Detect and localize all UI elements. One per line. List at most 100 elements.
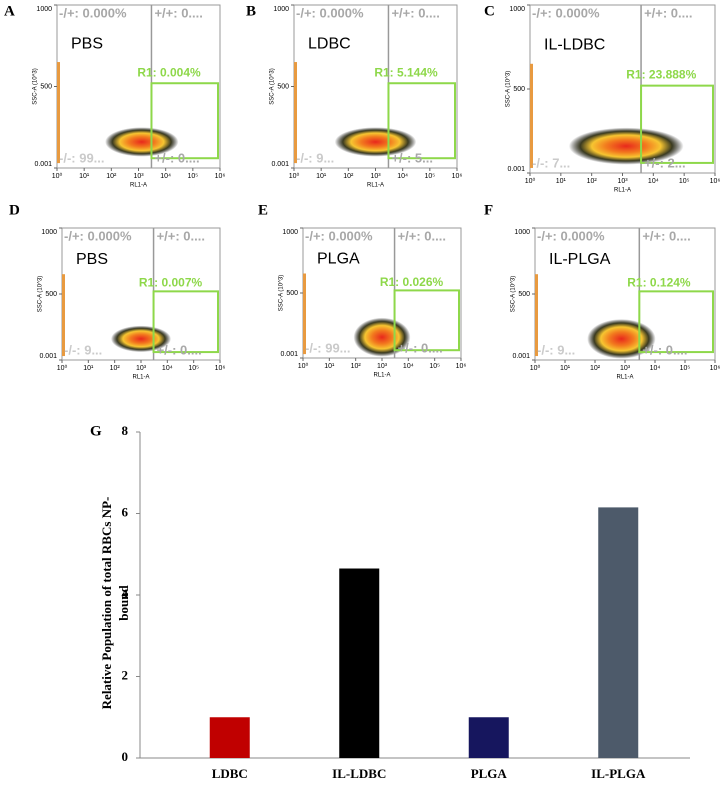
quadrant-label: -/+: 0.000% <box>296 5 364 20</box>
x-tick-label: 10³ <box>136 365 147 372</box>
x-tick-label: 10⁶ <box>215 173 226 180</box>
x-tick-label: 10³ <box>377 363 388 370</box>
y-tick-label: 0.001 <box>39 353 57 360</box>
y-tick-label: 0.001 <box>512 353 530 360</box>
quadrant-label: -/-: 99... <box>59 150 105 165</box>
x-tick-label: 10⁵ <box>680 365 691 372</box>
y-tick-label: 500 <box>513 86 525 93</box>
gate-label: R1: 0.026% <box>380 275 444 289</box>
y-tick-label: 0.001 <box>34 161 52 168</box>
sample-label: IL-LDBC <box>544 37 605 54</box>
x-tick-label: 10⁰ <box>289 172 300 180</box>
x-tick-label: 10² <box>110 365 121 372</box>
panel-label: G <box>90 423 102 439</box>
x-tick-label: 10² <box>106 173 117 180</box>
quadrant-label: +/-: 2... <box>644 155 686 170</box>
x-tick-label: 10⁴ <box>650 365 661 372</box>
gate-region <box>640 84 715 164</box>
y-tick-label: 1000 <box>509 6 525 13</box>
bar <box>598 507 639 758</box>
y-tick-label: 500 <box>286 290 298 297</box>
panel-label: A <box>4 3 15 19</box>
y-tick-label: 4 <box>122 586 129 601</box>
axis-edge <box>294 62 297 164</box>
y-axis-label: SSC-A (10^3) <box>506 71 512 108</box>
x-tick-label: PLGA <box>471 766 508 781</box>
quadrant-label: -/+: 0.000% <box>532 5 600 20</box>
quadrant-label: +/-: 0.... <box>398 340 443 355</box>
y-tick-label: 0 <box>122 749 129 764</box>
panel-label: E <box>258 202 268 218</box>
x-tick-label: 10⁶ <box>452 173 463 180</box>
x-axis-label: RL1-A <box>614 188 631 194</box>
gate-label: R1: 5.144% <box>374 66 438 80</box>
gate-label: R1: 0.004% <box>137 66 201 80</box>
x-tick-label: 10¹ <box>83 365 94 372</box>
density-cloud <box>568 127 684 165</box>
x-tick-label: 10³ <box>133 173 144 180</box>
x-tick-label: 10¹ <box>79 173 90 180</box>
x-tick-label: 10⁴ <box>160 173 171 180</box>
x-tick-label: 10¹ <box>324 363 335 370</box>
quadrant-label: -/-: 7... <box>532 155 570 170</box>
x-tick-label: 10⁵ <box>188 365 199 372</box>
x-tick-label: 10⁰ <box>298 362 309 370</box>
x-tick-label: 10⁵ <box>679 178 690 185</box>
axis-edge <box>62 274 65 357</box>
bar <box>468 717 509 758</box>
quadrant-label: -/-: 99... <box>305 340 351 355</box>
gate-region <box>150 82 219 160</box>
x-tick-label: 10³ <box>370 173 381 180</box>
x-tick-label: 10⁴ <box>397 173 408 180</box>
y-tick-label: 1000 <box>41 229 57 236</box>
x-tick-label: 10⁴ <box>403 363 414 370</box>
x-tick-label: 10¹ <box>316 173 327 180</box>
x-axis-label: RL1-A <box>616 375 633 381</box>
quadrant-label: -/-: 9... <box>296 150 334 165</box>
x-tick-label: 10⁴ <box>648 178 659 185</box>
density-cloud <box>105 127 179 157</box>
y-axis-label: SSC-A (10^3) <box>511 276 517 313</box>
bar <box>339 568 380 758</box>
y-axis-label: SSC-A (10^3) <box>33 68 39 105</box>
panel-label: B <box>246 3 256 19</box>
y-tick-label: 500 <box>40 83 52 90</box>
quadrant-label: -/-: 9... <box>537 342 575 357</box>
quadrant-label: -/-: 9... <box>64 342 102 357</box>
y-tick-label: 0.001 <box>271 161 289 168</box>
quadrant-label: +/-: 5... <box>391 150 433 165</box>
x-tick-label: 10² <box>351 363 362 370</box>
x-tick-label: 10³ <box>620 365 631 372</box>
x-tick-label: 10⁶ <box>710 365 721 372</box>
x-tick-label: 10⁰ <box>525 177 536 185</box>
panel-label: F <box>484 202 493 218</box>
x-tick-label: 10⁶ <box>215 365 226 372</box>
quadrant-label: +/-: 0.... <box>642 342 687 357</box>
x-tick-label: IL-PLGA <box>591 766 646 781</box>
x-tick-label: LDBC <box>212 766 248 781</box>
quadrant-label: -/+: 0.000% <box>305 228 373 243</box>
x-tick-label: 10⁵ <box>429 363 440 370</box>
x-tick-label: 10⁶ <box>710 178 721 185</box>
x-tick-label: 10¹ <box>560 365 571 372</box>
y-tick-label: 0.001 <box>507 166 525 173</box>
bar <box>209 717 250 758</box>
x-tick-label: 10² <box>343 173 354 180</box>
quadrant-label: +/+: 0.... <box>642 228 690 243</box>
y-axis-label: Relative Population of total RBCs NP- <box>99 497 114 710</box>
x-axis-label: RL1-A <box>130 183 147 189</box>
quadrant-label: -/+: 0.000% <box>64 228 132 243</box>
sample-label: LDBC <box>308 35 351 52</box>
quadrant-label: +/-: 0.... <box>157 342 202 357</box>
x-tick-label: 10⁶ <box>456 363 467 370</box>
x-axis-label: RL1-A <box>367 183 384 189</box>
density-cloud <box>353 317 411 357</box>
y-tick-label: 500 <box>277 83 289 90</box>
quadrant-label: -/+: 0.000% <box>537 228 605 243</box>
axis-edge <box>57 62 60 164</box>
quadrant-label: +/+: 0.... <box>398 228 446 243</box>
x-tick-label: 10⁵ <box>424 173 435 180</box>
y-axis-label: SSC-A (10^3) <box>270 68 276 105</box>
gate-region <box>638 290 715 354</box>
